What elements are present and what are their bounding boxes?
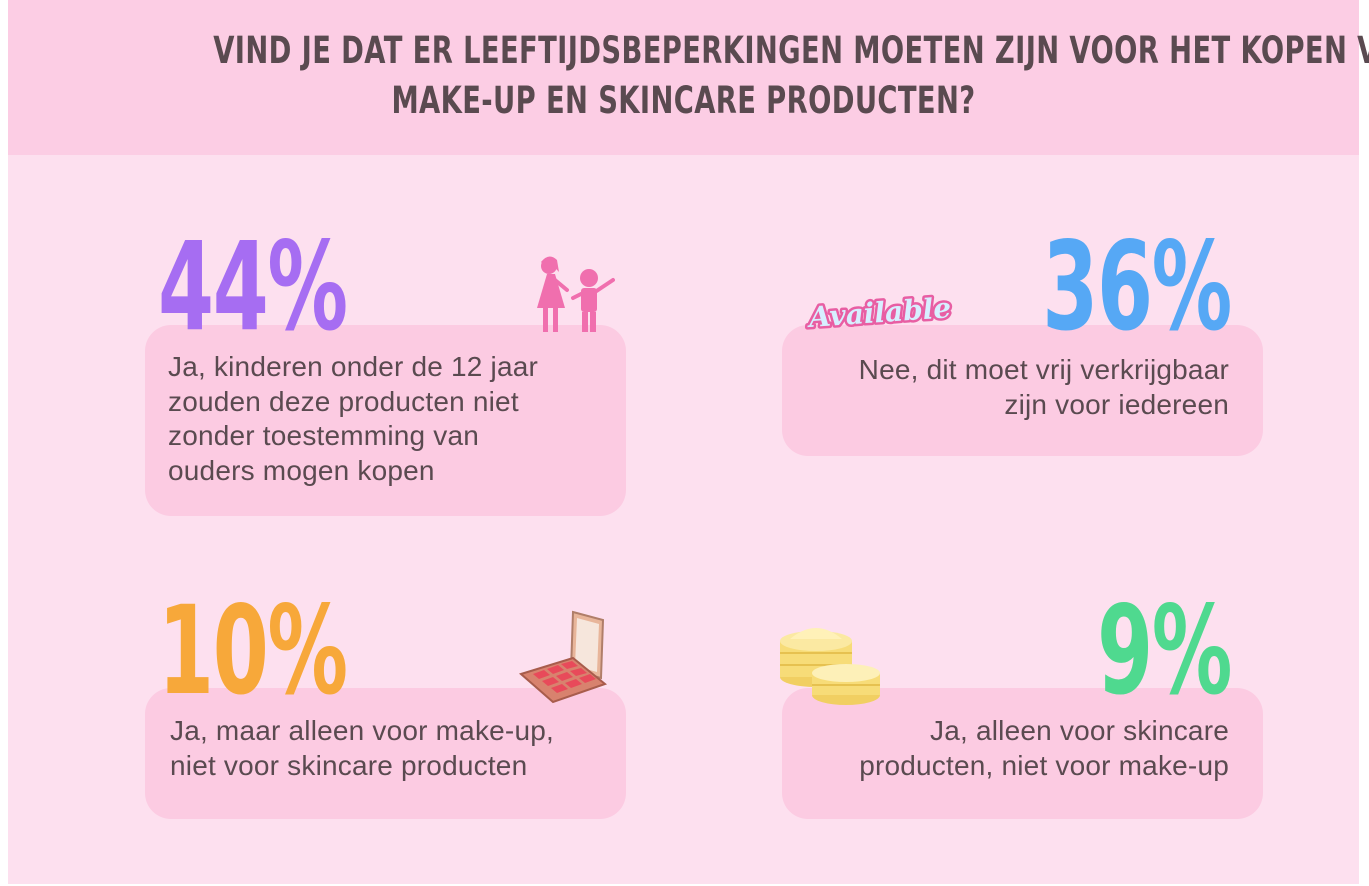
percent-44: 44%: [158, 216, 348, 358]
answer-1-line-1: Ja, kinderen onder de 12 jaar: [168, 351, 539, 382]
answer-card-3: [145, 688, 626, 819]
answer-2-line-1: Nee, dit moet vrij verkrijgbaar: [858, 354, 1229, 385]
percent-10: 10%: [158, 580, 348, 722]
answer-card-1: [145, 325, 626, 516]
available-sticker: Available: [802, 292, 954, 334]
available-sticker-text: Available: [805, 292, 952, 334]
infographic-page: VIND JE DAT ER LEEFTIJDSBEPERKINGEN MOET…: [8, 0, 1369, 884]
answer-3-line-1: Ja, maar alleen voor make-up,: [170, 715, 554, 746]
answer-text-2: Nee, dit moet vrij verkrijgbaar zijn voo…: [859, 353, 1229, 422]
parent-child-icon: [537, 256, 615, 332]
answer-4-line-1: Ja, alleen voor skincare: [930, 715, 1229, 746]
answer-text-4: Ja, alleen voor skincare producten, niet…: [859, 714, 1229, 783]
answer-3-line-2: niet voor skincare producten: [170, 749, 528, 781]
answer-4-line-2: producten, niet voor make-up: [859, 749, 1229, 781]
cream-jars-icon: [780, 628, 880, 705]
answer-text-1: Ja, kinderen onder de 12 jaar zouden dez…: [168, 350, 538, 488]
title-line-1: VIND JE DAT ER LEEFTIJDSBEPERKINGEN MOET…: [213, 29, 1369, 72]
answer-card-2: [782, 325, 1263, 456]
title-line-2: MAKE-UP EN SKINCARE PRODUCTEN?: [391, 79, 976, 122]
page-title: VIND JE DAT ER LEEFTIJDSBEPERKINGEN MOET…: [213, 26, 1369, 126]
header-band: VIND JE DAT ER LEEFTIJDSBEPERKINGEN MOET…: [8, 0, 1369, 155]
answer-1-line-3: zonder toestemming van: [168, 420, 480, 451]
answer-1-line-2: zouden deze producten niet: [168, 385, 519, 417]
answer-1-line-4: ouders mogen kopen: [168, 454, 435, 486]
answer-card-4: [782, 688, 1263, 819]
answer-text-3: Ja, maar alleen voor make-up, niet voor …: [170, 714, 554, 783]
answer-2-line-2: zijn voor iedereen: [1004, 388, 1229, 420]
percent-9: 9%: [1096, 580, 1232, 722]
percent-36: 36%: [1042, 216, 1232, 358]
makeup-palette-icon: [518, 610, 608, 704]
